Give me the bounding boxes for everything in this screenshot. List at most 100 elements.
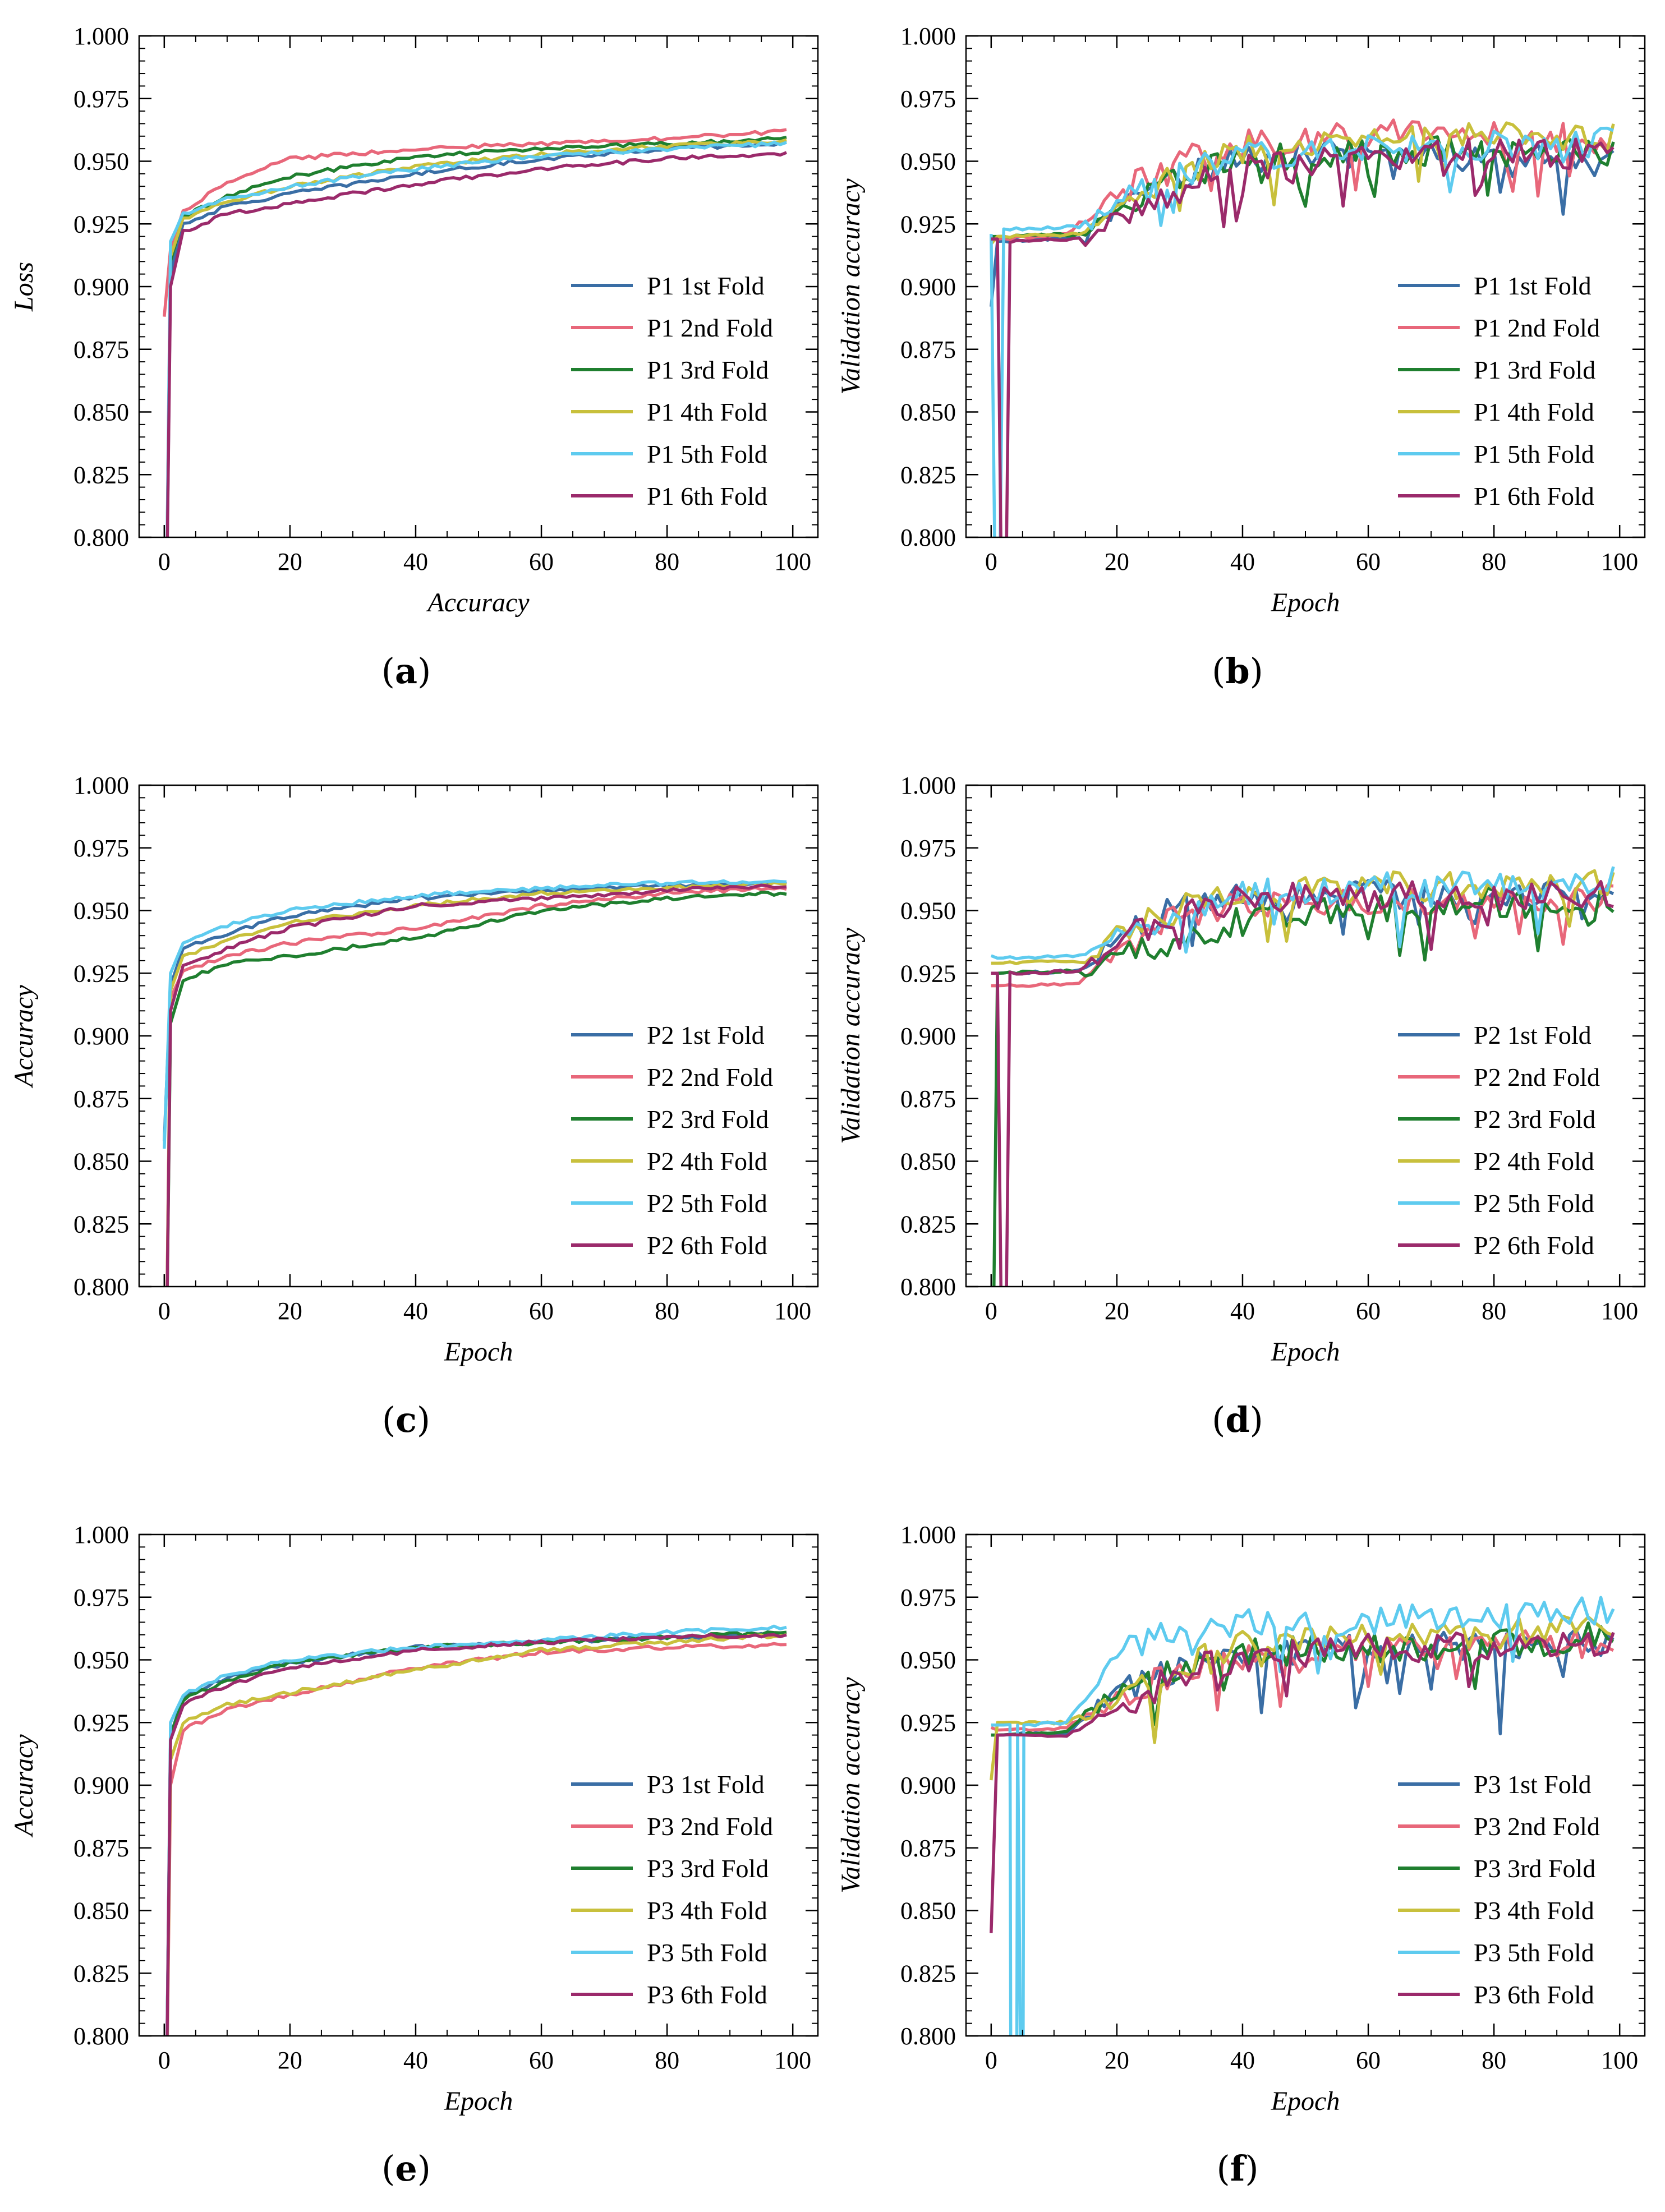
legend: P2 1st Fold P2 2nd Fold P2 3rd Fold P2 4th … bbox=[1398, 1021, 1600, 1260]
x-tick-label: 60 bbox=[1356, 1297, 1381, 1325]
x-tick-label: 80 bbox=[1482, 548, 1506, 575]
legend-label-6: P3 6th Fold bbox=[1474, 1980, 1594, 2009]
y-tick-label: 0.900 bbox=[73, 273, 129, 301]
x-tick-label: 60 bbox=[529, 1297, 554, 1325]
caption-a: (a) bbox=[381, 651, 431, 692]
y-tick-label: 0.825 bbox=[900, 1960, 956, 1987]
chart-b: 0 20 40 60 80 100 0.800 0.825 0.850 0.875 0.900 0.9… bbox=[836, 22, 1646, 617]
legend-label-4: P3 4th Fold bbox=[647, 1896, 767, 1925]
y-tick-label: 0.825 bbox=[900, 461, 956, 489]
y-tick-label: 0.850 bbox=[73, 1148, 129, 1176]
x-tick-label: 40 bbox=[1230, 548, 1255, 575]
y-tick-label: 1.000 bbox=[73, 1521, 129, 1549]
legend-label-1: P2 1st Fold bbox=[647, 1021, 765, 1049]
y-axis-label: Validation accuracy bbox=[836, 178, 866, 395]
legend-label-2: P1 2nd Fold bbox=[1474, 314, 1600, 342]
legend-label-1: P2 1st Fold bbox=[1474, 1021, 1592, 1049]
y-tick-label: 0.875 bbox=[73, 336, 129, 363]
series-line-6 bbox=[165, 883, 787, 1287]
series-line-6 bbox=[165, 1633, 787, 2036]
y-tick-label: 0.950 bbox=[900, 148, 956, 176]
x-tick-label: 100 bbox=[1601, 548, 1638, 575]
x-axis-label: Epoch bbox=[444, 1337, 513, 1367]
x-tick-label: 100 bbox=[774, 1297, 811, 1325]
legend-label-3: P3 3rd Fold bbox=[647, 1854, 769, 1883]
series-line-2 bbox=[165, 886, 787, 1287]
x-tick-label: 0 bbox=[985, 548, 997, 575]
legend-label-6: P2 6th Fold bbox=[1474, 1231, 1594, 1260]
x-tick-label: 100 bbox=[1601, 1297, 1638, 1325]
legend: P1 1st Fold P1 2nd Fold P1 3rd Fold P1 4th … bbox=[1398, 271, 1600, 510]
series-line-6 bbox=[991, 880, 1614, 1287]
chart-a: 0 20 40 60 80 100 0.800 0.825 0.850 0.875 0.900 0.9… bbox=[9, 22, 819, 617]
y-tick-label: 1.000 bbox=[900, 772, 956, 799]
legend-label-6: P2 6th Fold bbox=[647, 1231, 767, 1260]
x-tick-label: 100 bbox=[774, 548, 811, 575]
legend-label-6: P3 6th Fold bbox=[647, 1980, 767, 2009]
x-axis-label: Epoch bbox=[1271, 588, 1340, 617]
caption-c: (c) bbox=[381, 1399, 431, 1440]
y-axis-label: Accuracy bbox=[9, 1734, 39, 1838]
x-tick-label: 40 bbox=[403, 2047, 428, 2074]
y-tick-label: 0.975 bbox=[73, 85, 129, 113]
y-tick-label: 0.875 bbox=[73, 1085, 129, 1113]
y-tick-label: 0.950 bbox=[900, 897, 956, 925]
y-tick-label: 0.825 bbox=[73, 1210, 129, 1238]
y-tick-label: 1.000 bbox=[73, 772, 129, 799]
series-line-4 bbox=[165, 881, 787, 1287]
x-tick-label: 20 bbox=[278, 2047, 302, 2074]
y-tick-label: 0.975 bbox=[73, 1584, 129, 1611]
legend-label-5: P3 5th Fold bbox=[647, 1938, 767, 1967]
y-tick-label: 0.900 bbox=[900, 273, 956, 301]
x-tick-label: 0 bbox=[985, 2047, 997, 2074]
series-line-4 bbox=[990, 121, 1615, 245]
y-tick-label: 0.825 bbox=[900, 1210, 956, 1238]
x-axis-label: Epoch bbox=[1271, 2086, 1340, 2116]
y-tick-label: 0.950 bbox=[73, 148, 129, 176]
y-axis-label: Accuracy bbox=[9, 985, 39, 1089]
legend-label-2: P3 2nd Fold bbox=[1474, 1812, 1600, 1841]
x-tick-label: 60 bbox=[529, 2047, 554, 2074]
chart-d: 0 20 40 60 80 100 0.800 0.825 0.850 0.875 0.900 0.9… bbox=[836, 772, 1646, 1367]
y-tick-label: 0.850 bbox=[73, 399, 129, 426]
x-tick-label: 40 bbox=[403, 548, 428, 575]
y-tick-label: 1.000 bbox=[900, 22, 956, 50]
y-tick-label: 0.950 bbox=[73, 1647, 129, 1674]
x-axis-label: Epoch bbox=[1271, 1337, 1340, 1367]
y-tick-label: 0.925 bbox=[73, 210, 129, 238]
series-line-4 bbox=[165, 1633, 787, 2036]
x-tick-label: 20 bbox=[278, 548, 302, 575]
y-tick-label: 0.850 bbox=[900, 1148, 956, 1176]
legend-label-5: P1 5th Fold bbox=[1474, 440, 1594, 468]
y-tick-label: 0.925 bbox=[900, 960, 956, 987]
y-tick-label: 0.900 bbox=[900, 1772, 956, 1799]
y-tick-label: 0.850 bbox=[73, 1897, 129, 1925]
x-tick-label: 40 bbox=[403, 1297, 428, 1325]
y-tick-label: 0.975 bbox=[73, 835, 129, 862]
legend: P3 1st Fold P3 2nd Fold P3 3rd Fold P3 4th … bbox=[1398, 1770, 1600, 2009]
y-tick-label: 0.825 bbox=[73, 461, 129, 489]
series-line-6 bbox=[990, 1631, 1615, 1933]
legend-label-2: P3 2nd Fold bbox=[647, 1812, 773, 1841]
y-tick-label: 0.800 bbox=[900, 2022, 956, 2050]
series-line-5 bbox=[990, 126, 1614, 537]
legend-label-5: P2 5th Fold bbox=[1474, 1189, 1594, 1218]
legend-label-1: P1 1st Fold bbox=[1474, 271, 1592, 300]
y-tick-label: 0.850 bbox=[900, 399, 956, 426]
x-tick-label: 100 bbox=[774, 2047, 811, 2074]
legend-label-3: P3 3rd Fold bbox=[1474, 1854, 1595, 1883]
caption-f: (f) bbox=[1216, 2148, 1259, 2189]
legend-label-6: P1 6th Fold bbox=[647, 482, 767, 510]
legend-label-4: P1 4th Fold bbox=[647, 398, 767, 426]
y-tick-label: 0.800 bbox=[900, 524, 956, 551]
legend-label-4: P3 4th Fold bbox=[1474, 1896, 1594, 1925]
legend-label-4: P2 4th Fold bbox=[1474, 1147, 1594, 1176]
y-tick-label: 0.975 bbox=[900, 1584, 956, 1611]
series-line-2 bbox=[163, 128, 787, 317]
x-axis-label: Epoch bbox=[444, 2086, 513, 2116]
y-tick-label: 0.925 bbox=[900, 210, 956, 238]
series-line-2 bbox=[165, 1642, 787, 2036]
legend-label-5: P1 5th Fold bbox=[647, 440, 767, 468]
y-tick-label: 0.950 bbox=[900, 1647, 956, 1674]
series-group bbox=[990, 866, 1615, 1287]
